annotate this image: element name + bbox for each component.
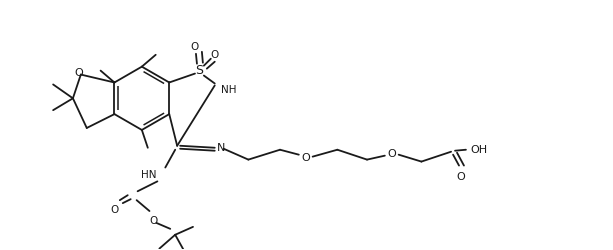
Text: HN: HN — [141, 170, 156, 180]
Text: OH: OH — [471, 145, 488, 155]
Text: NH: NH — [221, 86, 236, 96]
Text: O: O — [457, 172, 465, 182]
Text: O: O — [302, 153, 310, 163]
Text: O: O — [387, 149, 396, 159]
Text: O: O — [211, 50, 219, 60]
Text: S: S — [195, 64, 203, 77]
Text: O: O — [74, 68, 83, 78]
Text: O: O — [191, 42, 199, 52]
Text: O: O — [111, 205, 119, 215]
Text: O: O — [150, 216, 158, 226]
Text: N: N — [216, 143, 225, 153]
